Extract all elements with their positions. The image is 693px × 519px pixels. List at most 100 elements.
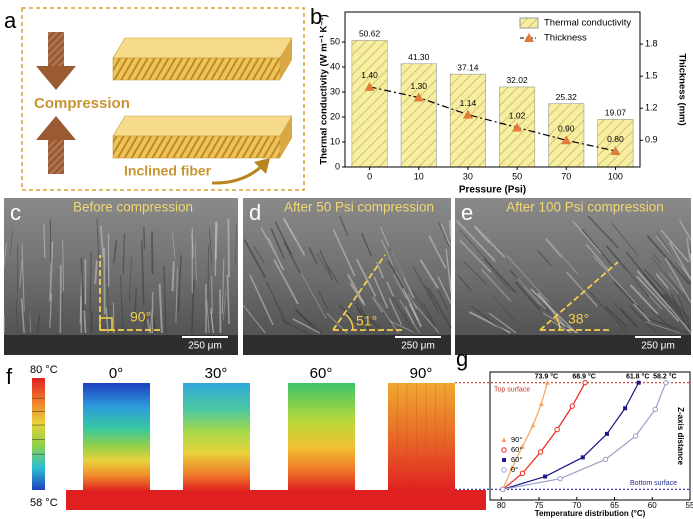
caption: Inclined fiber — [124, 163, 212, 179]
panel-label: b — [310, 4, 322, 29]
arrow-shaft — [48, 140, 64, 174]
sem-fiber — [60, 293, 63, 334]
sem-fiber — [566, 271, 598, 307]
sem-fiber — [677, 294, 692, 331]
sem-fiber — [281, 319, 308, 334]
thickness-marker — [610, 145, 621, 155]
line-value-label: 1.02 — [509, 111, 526, 121]
sem-fiber — [355, 258, 377, 297]
sem-fiber — [249, 274, 274, 326]
bar-value-label: 50.62 — [359, 29, 381, 39]
sem-fiber — [208, 228, 213, 264]
line-value-label: 0.80 — [607, 134, 624, 144]
sem-substrate — [4, 335, 238, 355]
sem-fiber — [128, 257, 132, 303]
angle-arc — [345, 313, 354, 331]
series-line — [502, 382, 667, 490]
series-marker — [509, 465, 515, 470]
series-marker — [636, 380, 641, 385]
sem-fiber — [488, 312, 517, 334]
annotation: 68.9 °C — [572, 373, 595, 381]
sem-fiber — [158, 283, 163, 334]
arrow-head — [36, 66, 76, 90]
sem-fiber — [459, 229, 492, 266]
bar — [351, 40, 388, 168]
line-value-label: 0.90 — [558, 124, 575, 134]
slab-side — [280, 116, 292, 158]
sem-fiber — [685, 237, 692, 263]
series-marker — [543, 474, 548, 479]
sem-fiber — [273, 258, 299, 305]
sem-fiber — [326, 264, 340, 284]
sem-fiber — [149, 309, 153, 334]
series-marker — [502, 458, 506, 462]
sem-title: Before compression — [73, 200, 193, 215]
slab-front — [112, 135, 281, 159]
sem-fiber — [613, 281, 644, 313]
sem-image — [243, 198, 451, 355]
sem-fiber — [316, 252, 330, 276]
y2-tick-label: 1.2 — [645, 103, 658, 113]
slab-top — [112, 37, 293, 59]
sem-fiber — [389, 320, 416, 334]
sem-fiber — [514, 281, 541, 311]
series-marker — [557, 475, 563, 482]
sem-fiber — [143, 226, 146, 250]
angle-label: 51° — [356, 313, 377, 329]
angle-guide — [332, 254, 386, 331]
y-tick-label: 40 — [330, 61, 340, 71]
sem-fiber — [678, 219, 692, 241]
sem-fiber — [670, 294, 692, 334]
sem-fiber — [3, 242, 7, 267]
arrow-head — [36, 116, 76, 140]
panel-label: d — [249, 200, 261, 225]
panel-label: f — [6, 364, 13, 389]
series-marker — [530, 422, 536, 428]
series-marker — [602, 456, 609, 463]
sem-fiber — [664, 293, 679, 310]
sem-fiber — [455, 219, 496, 262]
sem-fiber — [49, 293, 53, 328]
sem-fiber — [106, 268, 110, 334]
sem-fiber — [619, 307, 638, 328]
line-value-label: 1.40 — [361, 70, 378, 80]
sem-substrate — [455, 335, 691, 355]
x-tick-label: 50 — [512, 171, 522, 181]
sem-fiber — [457, 275, 473, 292]
sem-fiber — [668, 241, 692, 281]
sem-title: After 50 Psi compression — [284, 200, 434, 215]
sem-fiber — [404, 305, 415, 325]
sem-fiber — [80, 257, 85, 318]
sem-fiber — [651, 310, 678, 334]
slab-top — [112, 115, 293, 137]
sem-fiber — [588, 290, 628, 334]
sem-fiber — [381, 239, 394, 266]
sem-fiber — [653, 253, 669, 274]
sem-fiber — [15, 298, 18, 334]
heat-block — [388, 383, 455, 491]
sem-fiber — [646, 234, 691, 286]
angle-label: 38° — [568, 311, 589, 327]
sem-fiber — [643, 268, 692, 322]
y-tick-label: 0 — [335, 161, 340, 171]
y2-tick-label: 1.8 — [645, 38, 658, 48]
sem-fiber — [587, 215, 619, 249]
sem-fiber — [210, 308, 214, 334]
sem-fiber — [177, 254, 182, 313]
sem-fiber — [89, 251, 92, 314]
right-angle-mark — [99, 317, 113, 331]
sem-fiber — [163, 266, 167, 333]
legend-label: 60° — [511, 455, 522, 464]
sem-fiber — [437, 276, 452, 304]
angle-label: 90° — [130, 309, 151, 325]
legend-label: 0° — [511, 465, 518, 474]
x-tick-label: 65 — [610, 501, 619, 510]
sem-fiber — [530, 288, 578, 334]
slab-front — [112, 57, 281, 81]
series-line — [502, 382, 640, 490]
x-tick-label: 55 — [686, 501, 693, 510]
series-line — [502, 382, 586, 490]
bar-value-label: 32.02 — [506, 75, 528, 85]
sem-fiber — [605, 305, 628, 328]
series-marker — [501, 467, 507, 473]
